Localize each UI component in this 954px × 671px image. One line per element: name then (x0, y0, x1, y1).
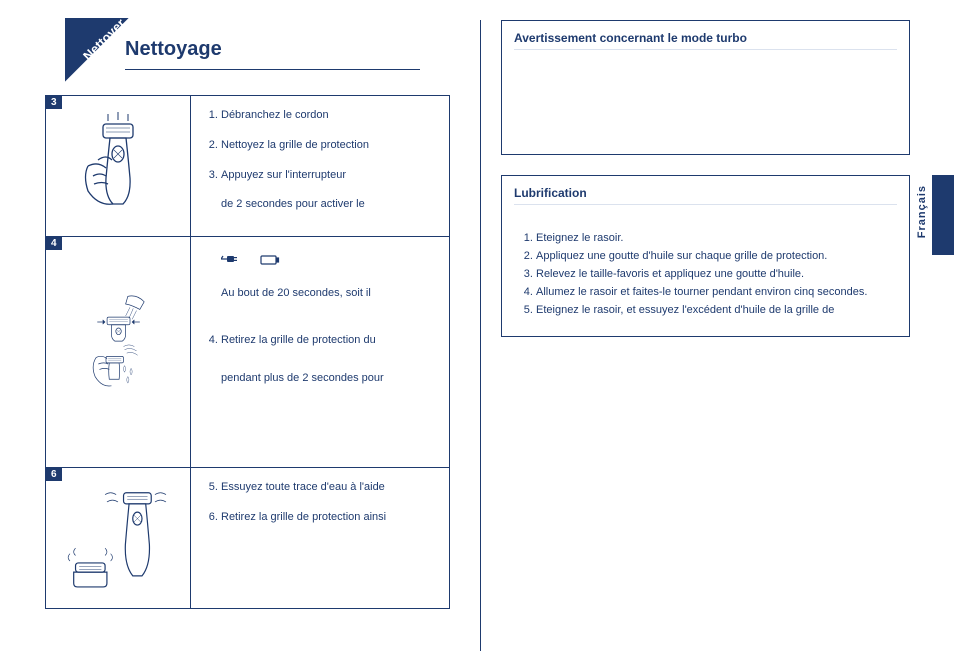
right-column: Avertissement concernant le mode turbo L… (480, 20, 910, 651)
battery-icon (260, 253, 280, 273)
language-label: Français (916, 185, 928, 238)
status-icons-row (203, 253, 437, 274)
step-row: 4 (46, 237, 449, 468)
step-number-badge: 3 (46, 96, 62, 109)
lubrication-box-title: Lubrification (514, 186, 897, 205)
instruction-subtext: de 2 secondes pour activer le (203, 195, 437, 215)
lubrication-item: Allumez le rasoir et faites-le tourner p… (536, 284, 897, 301)
corner-ribbon: Nettoyer (65, 18, 155, 108)
shaver-in-hand-icon (58, 106, 178, 226)
instruction-item: Appuyez sur l'interrupteur (221, 166, 437, 186)
step-text: Au bout de 20 secondes, soit il Retirez … (191, 237, 449, 467)
step-number-badge: 4 (46, 237, 62, 250)
steps-container: 3 (45, 95, 450, 609)
instruction-item: Essuyez toute trace d'eau à l'aide (221, 478, 437, 498)
lubrication-box: Lubrification Eteignez le rasoir. Appliq… (501, 175, 910, 337)
instruction-item: Débranchez le cordon (221, 106, 437, 126)
step-text: Essuyez toute trace d'eau à l'aide Retir… (191, 468, 449, 608)
instruction-subtext: pendant plus de 2 secondes pour (203, 369, 437, 389)
step-illustration (46, 237, 191, 467)
step-row: 3 (46, 96, 449, 237)
title-underline (125, 69, 420, 70)
step-number-badge: 6 (46, 468, 62, 481)
instruction-item: Retirez la grille de protection ainsi (221, 508, 437, 528)
plug-icon (221, 253, 239, 273)
rinse-and-remove-icon (58, 292, 178, 412)
page-title: Nettoyage (125, 38, 460, 61)
instruction-item: Nettoyez la grille de protection (221, 136, 437, 156)
step-illustration (46, 468, 191, 608)
lubrication-item: Appliquez une goutte d'huile sur chaque … (536, 248, 897, 265)
lubrication-item: Relevez le taille-favoris et appliquez u… (536, 266, 897, 283)
lubrication-list: Eteignez le rasoir. Appliquez une goutte… (514, 230, 897, 319)
lubrication-item: Eteignez le rasoir, et essuyez l'excéden… (536, 302, 897, 319)
lubrication-item: Eteignez le rasoir. (536, 230, 897, 247)
left-column: Nettoyer Nettoyage 3 (20, 20, 480, 651)
warning-box-title: Avertissement concernant le mode turbo (514, 31, 897, 50)
page-root: Nettoyer Nettoyage 3 (0, 0, 954, 671)
dry-and-detach-icon (58, 478, 178, 598)
language-tab-bar (932, 175, 954, 255)
step-text: Débranchez le cordon Nettoyez la grille … (191, 96, 449, 236)
warning-box: Avertissement concernant le mode turbo (501, 20, 910, 155)
warning-box-body (514, 58, 897, 138)
instruction-item: Retirez la grille de protection du (221, 331, 437, 351)
instruction-subtext: Au bout de 20 secondes, soit il (203, 284, 437, 304)
step-row: 6 (46, 468, 449, 608)
step-illustration (46, 96, 191, 236)
